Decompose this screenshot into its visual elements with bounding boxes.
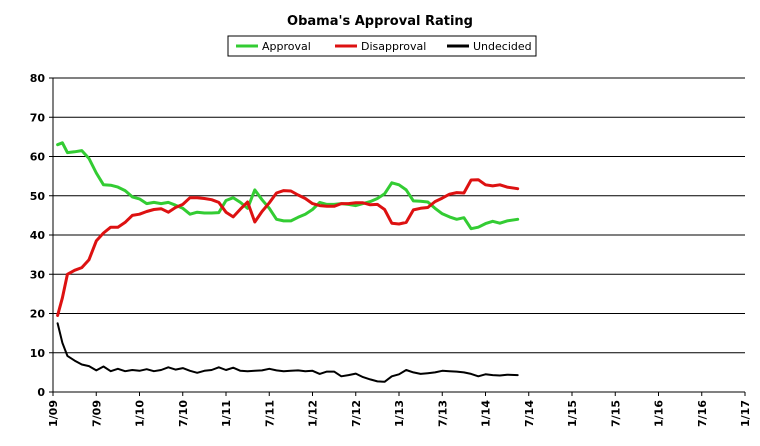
y-tick-label: 70	[30, 111, 46, 124]
series-line-approval	[56, 141, 520, 231]
x-tick-label: 1/09	[47, 400, 60, 427]
y-tick-label: 20	[30, 308, 46, 321]
y-tick-label: 10	[30, 347, 46, 360]
x-tick-label: 7/15	[609, 400, 622, 427]
x-tick-label: 1/12	[307, 400, 320, 427]
series-line-disapproval	[56, 178, 520, 317]
legend-label-undecided: Undecided	[473, 40, 532, 53]
legend-box	[227, 35, 537, 57]
x-tick-label: 1/11	[220, 400, 233, 427]
x-tick-label: 7/12	[350, 400, 363, 427]
x-tick-label: 7/10	[177, 400, 190, 427]
x-tick-label: 1/10	[134, 400, 147, 427]
x-tick-label: 7/11	[263, 400, 276, 427]
x-tick-label: 1/14	[480, 400, 493, 427]
x-tick-label: 7/16	[696, 400, 709, 427]
y-tick-label: 80	[30, 72, 46, 85]
x-tick-label: 7/09	[90, 400, 103, 427]
x-tick-label: 7/13	[436, 400, 449, 427]
x-axis: 1/09 7/09 1/10 7/10 1/11 7/11 1/12 7/12 1/13 7/13…	[47, 391, 752, 427]
legend-label-disapproval: Disapproval	[361, 40, 426, 53]
y-tick-label: 0	[37, 386, 45, 399]
series-line-undecided	[56, 322, 519, 383]
chart-title: Obama's Approval Rating	[287, 14, 473, 29]
legend-label-approval: Approval	[262, 40, 311, 53]
y-tick-label: 60	[30, 151, 46, 164]
x-tick-label: 1/17	[739, 400, 752, 427]
x-tick-label: 1/15	[566, 400, 579, 427]
legend: Approval Disapproval Undecided	[227, 35, 537, 57]
y-tick-label: 40	[30, 229, 46, 242]
y-axis: 0 10 20 30 40 50 60 70 80	[30, 72, 54, 399]
gridlines	[53, 77, 745, 354]
series-lines	[56, 141, 520, 383]
y-tick-label: 50	[30, 190, 46, 203]
y-tick-label: 30	[30, 268, 46, 281]
x-tick-label: 1/13	[393, 400, 406, 427]
x-tick-label: 7/14	[523, 400, 536, 427]
x-tick-label: 1/16	[653, 400, 666, 427]
